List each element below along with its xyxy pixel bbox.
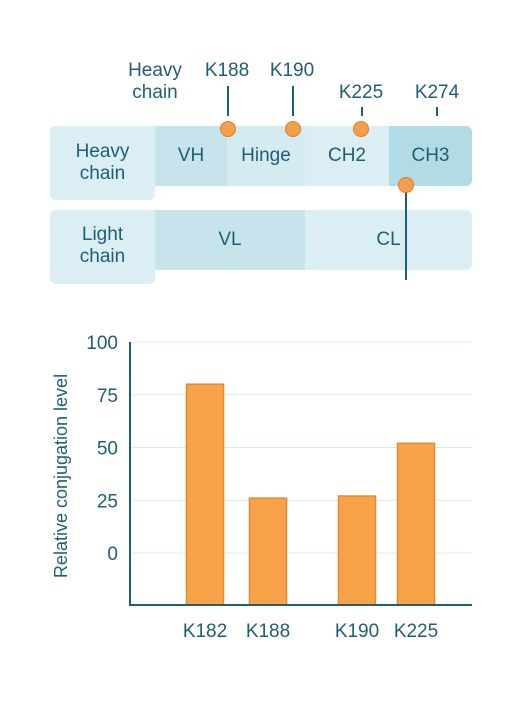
x-category-label: K190 xyxy=(335,621,379,642)
site-label-k274: K274 xyxy=(414,82,460,103)
site-label-k188: K188 xyxy=(204,60,250,81)
site-dot-k188 xyxy=(220,121,236,137)
x-category-label: K188 xyxy=(246,621,290,642)
x-category-label: K182 xyxy=(183,621,227,642)
site-dot-k190 xyxy=(285,121,301,137)
light-chain-row-label: Light chain xyxy=(79,224,126,267)
y-tick-label: 50 xyxy=(97,439,118,460)
site-stem-k188 xyxy=(227,86,229,116)
light-chain-label-box xyxy=(50,210,155,284)
bar-k225 xyxy=(396,442,436,606)
domain-vl: VL xyxy=(155,210,305,270)
heavy-chain-row-label: Heavy chain xyxy=(75,141,130,184)
site-stem-ch3-down xyxy=(405,186,407,280)
site-label-k190: K190 xyxy=(269,60,315,81)
y-tick-label: 0 xyxy=(107,544,118,565)
y-axis-label: Relative conjugation level xyxy=(51,374,71,578)
x-category-label: K225 xyxy=(394,621,438,642)
site-stem-k274 xyxy=(436,107,438,116)
y-axis-ticks: 0 25 50 75 100 xyxy=(86,333,118,565)
bar-k182 xyxy=(185,383,225,606)
site-label-k225: K225 xyxy=(338,82,384,103)
bar-k188 xyxy=(248,497,288,606)
domain-ch2: CH2 xyxy=(305,126,389,186)
site-dot-ch3 xyxy=(398,177,414,193)
site-stem-k225 xyxy=(361,107,363,116)
y-tick-label: 25 xyxy=(97,491,118,512)
bar-k190 xyxy=(337,495,377,606)
domain-vh: VH xyxy=(155,126,227,186)
site-dot-k225 xyxy=(353,121,369,137)
heavy-chain-label-box xyxy=(50,126,155,200)
domain-ch3: CH3 xyxy=(389,126,472,186)
y-tick-label: 100 xyxy=(86,333,118,354)
y-tick-label: 75 xyxy=(97,386,118,407)
domain-cl: CL xyxy=(305,210,472,270)
x-axis-labels: K182 K188 K190 K225 xyxy=(183,621,438,642)
heavy-chain-caption: Heavy chain xyxy=(128,60,182,103)
chart-bars xyxy=(185,383,436,606)
site-stem-k190 xyxy=(292,86,294,116)
